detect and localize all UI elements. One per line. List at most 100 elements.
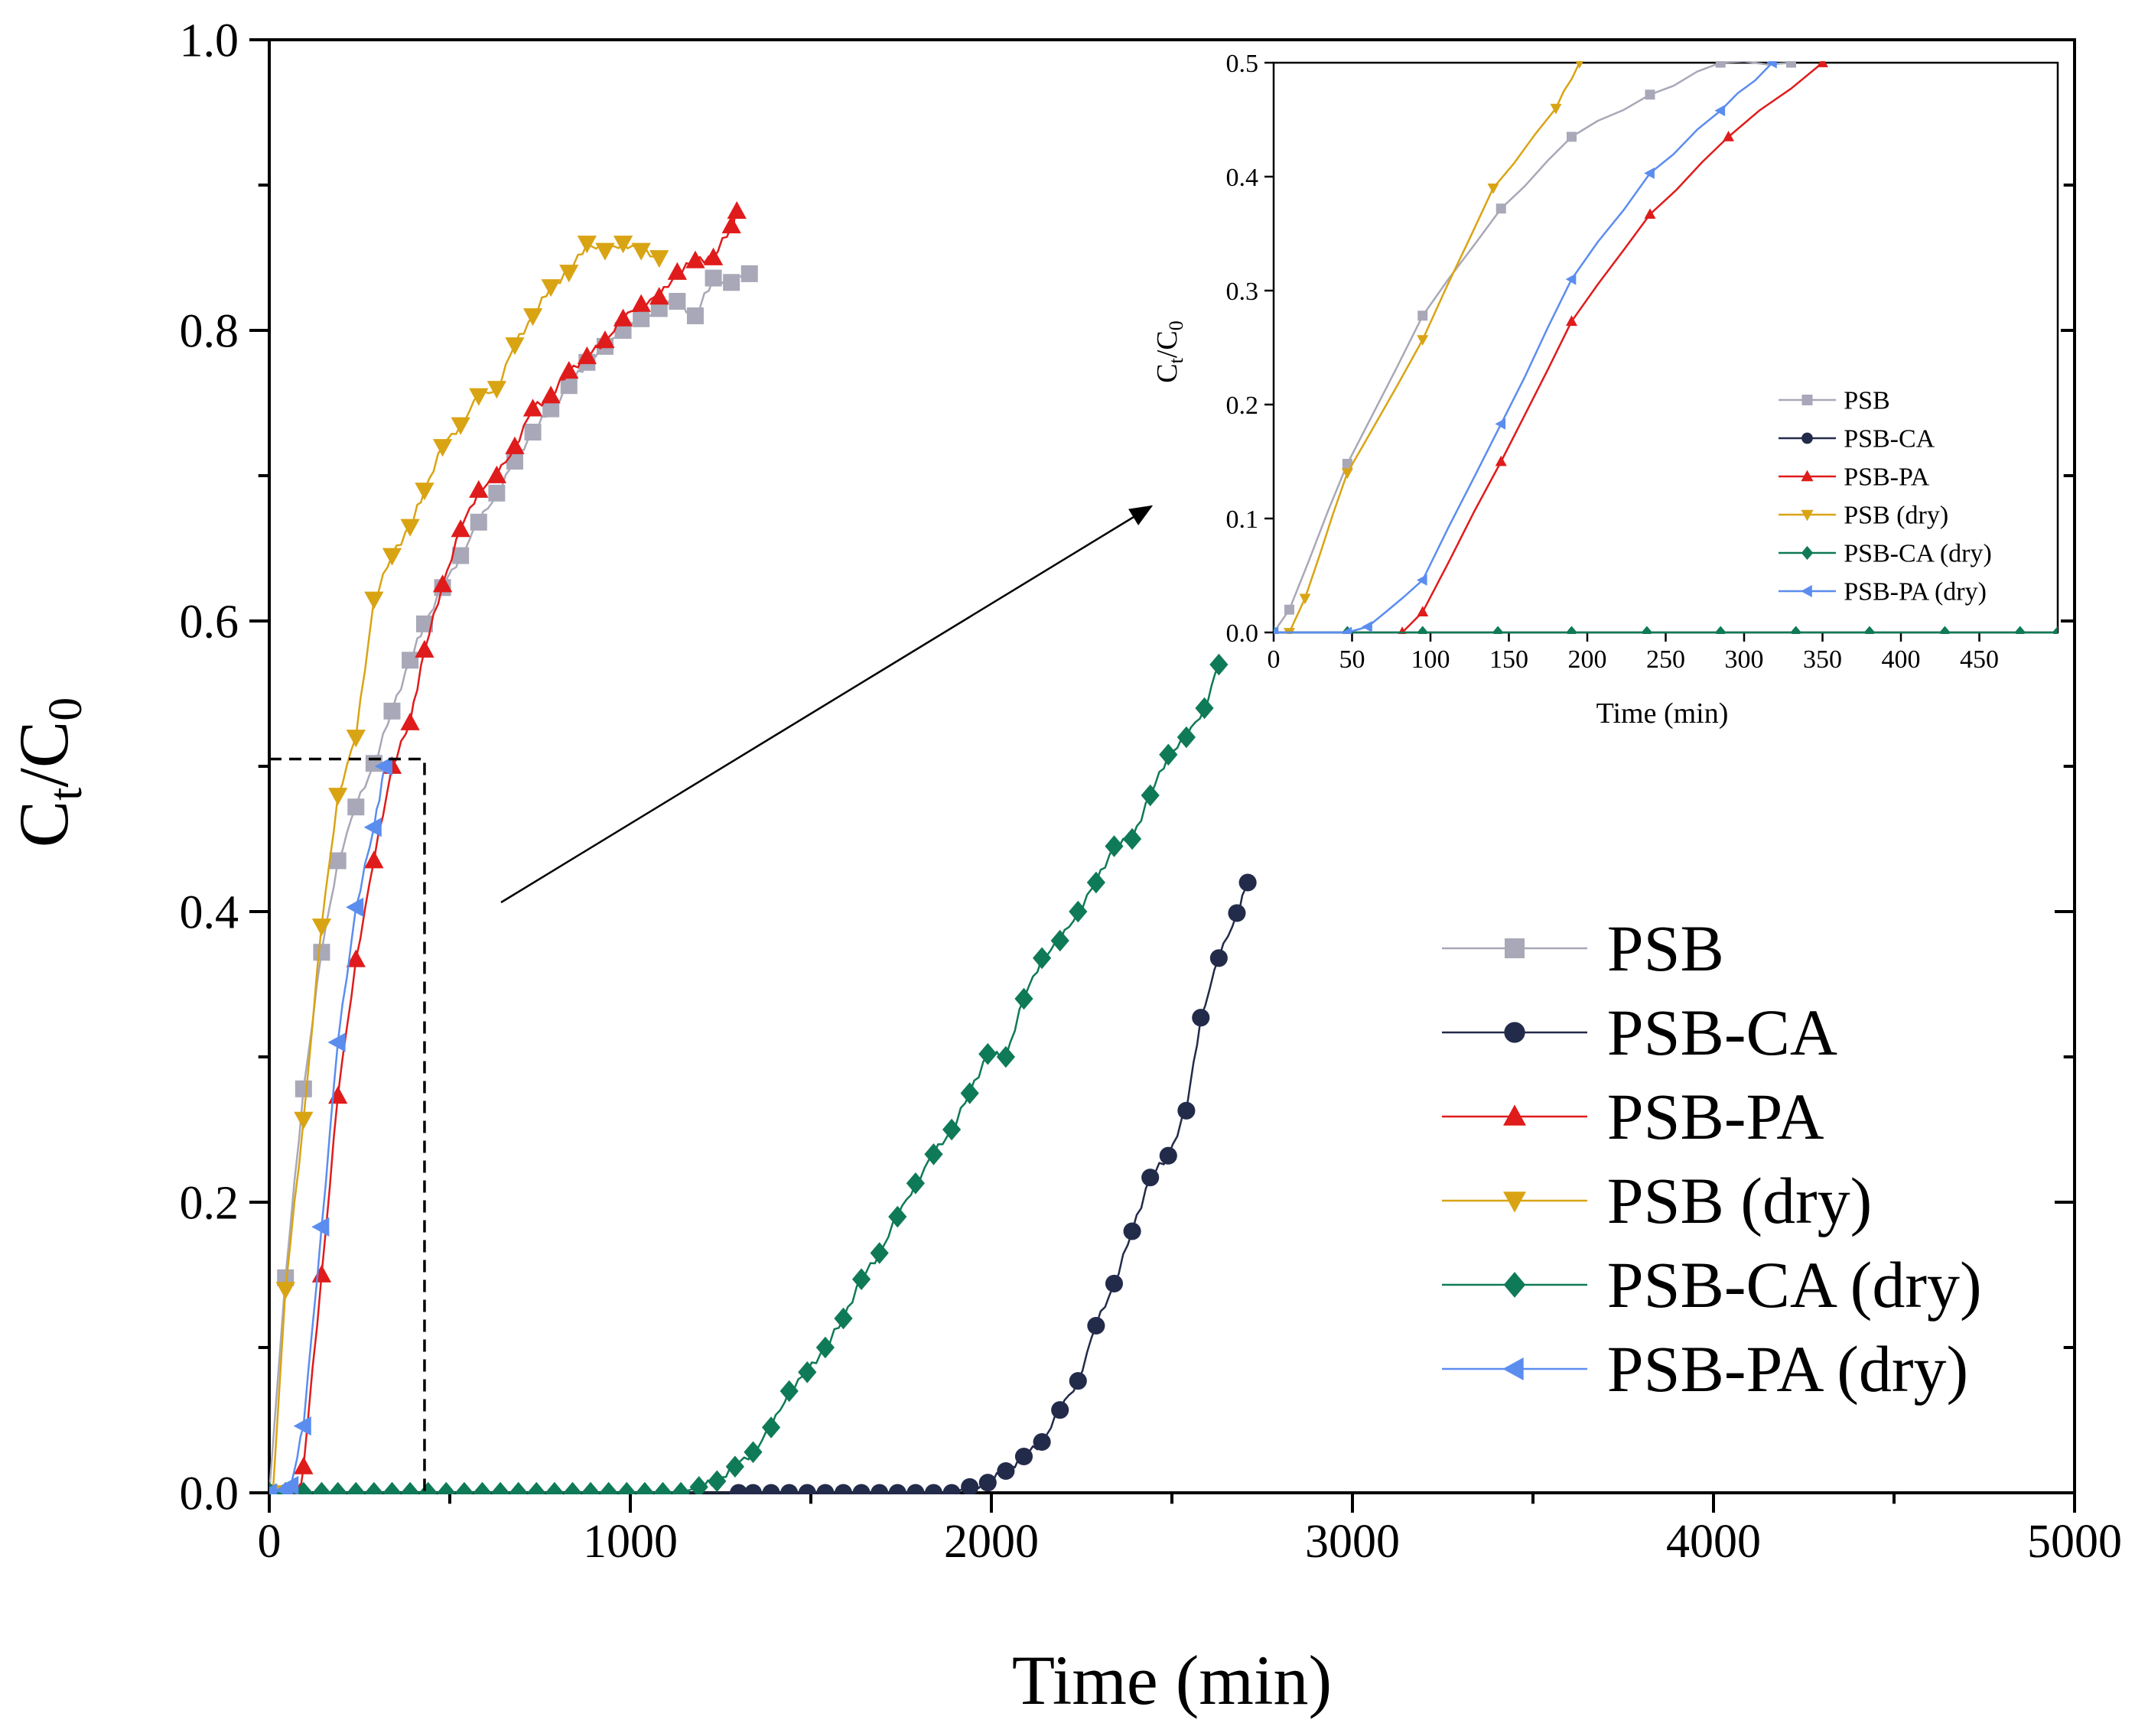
inset-chart: 0 50 100 150 200 250 300 350 400 450 0.0 0.1 0.2 0.3 0… (1226, 50, 2061, 674)
main-point-psb-pa (432, 574, 453, 593)
main-point-psb-dry (595, 242, 615, 261)
inset-point-psb-pa-dry (1766, 61, 1777, 69)
main-point-psb-ca-dry (942, 1118, 962, 1141)
main-line-psb-ca (269, 882, 1249, 1494)
main-point-psb (633, 310, 650, 327)
inset-ylabel-sub-0: 0 (1165, 320, 1187, 330)
main-point-psb-ca-dry (437, 1481, 456, 1494)
main-point-psb (295, 1080, 312, 1097)
main-point-psb-ca-dry (815, 1336, 835, 1359)
inset-legend-marker (1801, 509, 1814, 522)
inset-point-psb (1786, 61, 1796, 68)
main-point-psb-ca (1069, 1372, 1087, 1390)
main-point-psb-ca-dry (779, 1380, 799, 1403)
main-legend-marker (1505, 938, 1525, 958)
inset-point-psb-pa-dry (1362, 621, 1372, 633)
main-point-psb-pa (451, 519, 470, 538)
main-line-psb-ca-dry (269, 664, 1220, 1494)
inset-x-tick-label: 450 (1960, 645, 1999, 674)
inset-y-tick-label: 0.1 (1226, 506, 1259, 534)
main-point-psb (542, 400, 560, 418)
inset-x-tick-label: 300 (1725, 645, 1764, 674)
inset-y-tick-label: 0.2 (1226, 392, 1259, 420)
inset-point-psb-pa (1417, 606, 1429, 617)
main-point-psb-ca (871, 1484, 889, 1494)
main-point-psb-pa (311, 1264, 332, 1282)
main-point-psb-ca-dry (1141, 784, 1160, 807)
main-point-psb-ca (816, 1484, 835, 1494)
main-legend-label: PSB (1607, 912, 1724, 985)
main-point-psb-ca-dry (1086, 871, 1105, 894)
main-point-psb-pa (487, 465, 507, 483)
main-point-psb-ca-dry (599, 1481, 618, 1494)
main-point-psb-ca-dry (1159, 743, 1178, 766)
inset-point-psb-dry (1417, 335, 1429, 346)
main-point-psb-pa (346, 949, 366, 967)
main-point-psb-pa (415, 639, 434, 658)
main-legend: PSB PSB-CA PSB-PA PSB (dry) PSB-CA (dry) PSB-… (1442, 912, 1982, 1406)
main-point-psb-ca-dry (960, 1082, 979, 1104)
main-point-psb-ca-dry (653, 1481, 672, 1494)
inset-point-psb-dry (1299, 593, 1311, 605)
main-y-tick-label: 0.6 (180, 597, 239, 649)
main-y-tick-label: 0.2 (180, 1178, 239, 1230)
main-point-psb-pa (541, 385, 561, 404)
inset-x-axis-title: Time (min) (1596, 697, 1729, 730)
main-point-psb-pa (721, 216, 741, 234)
main-point-psb-ca-dry (708, 1470, 727, 1493)
main-point-psb-ca (780, 1484, 799, 1494)
inset-point-psb-dry (1341, 468, 1353, 480)
inset-legend-marker (1801, 395, 1813, 405)
inset-y-axis-title: Ct/C0 (1151, 320, 1187, 383)
inset-x-tick-label: 100 (1411, 645, 1450, 674)
inset-point-psb-ca-dry (1939, 626, 1951, 634)
zoom-arrow (500, 505, 1154, 904)
main-point-psb-ca-dry (527, 1481, 546, 1494)
main-legend-item-psb: PSB (1442, 912, 1724, 985)
main-point-psb-pa (559, 361, 579, 379)
main-point-psb-dry (487, 381, 507, 399)
main-ylabel-sub-t: t (40, 788, 92, 801)
main-point-psb-pa (469, 480, 489, 498)
main-point-psb-ca-dry (1195, 697, 1214, 720)
main-point-psb-ca (924, 1484, 943, 1494)
main-point-psb-dry (294, 1111, 314, 1130)
main-y-tick-label: 0.0 (180, 1468, 239, 1520)
main-point-psb-dry (382, 548, 402, 566)
inset-legend-label: PSB-CA (1844, 425, 1935, 454)
main-point-psb-ca-dry (888, 1205, 907, 1228)
inset-x-tick-label: 350 (1803, 645, 1842, 674)
main-point-psb-ca-dry (490, 1481, 510, 1494)
main-point-psb-ca-dry (870, 1242, 889, 1264)
main-point-psb-ca-dry (454, 1481, 474, 1494)
inset-ylabel-slash: /C (1151, 330, 1183, 358)
main-point-psb (488, 484, 506, 502)
main-point-psb-ca-dry (1014, 987, 1033, 1010)
main-point-psb (415, 615, 433, 632)
main-point-psb-pa-dry (374, 756, 392, 776)
main-point-psb-ca-dry (1105, 835, 1124, 857)
main-y-tick-label: 0.4 (180, 887, 239, 939)
main-legend-label: PSB-PA (dry) (1607, 1332, 1968, 1406)
main-line-psb-pa (298, 210, 737, 1494)
main-series-psb-pa (293, 201, 747, 1494)
main-point-psb-pa (400, 712, 420, 730)
main-point-psb-ca (744, 1484, 763, 1494)
inset-x-tick-label: 250 (1646, 645, 1685, 674)
inset-legend-marker (1801, 545, 1814, 561)
main-point-psb (524, 424, 542, 441)
main-point-psb (452, 547, 470, 564)
main-point-psb (740, 265, 758, 282)
main-y-axis-title: Ct/C0 (5, 697, 92, 848)
main-line-psb (269, 273, 750, 1494)
inset-legend-item-psb-ca: PSB-CA (1779, 425, 1935, 454)
main-point-psb-pa-dry (293, 1416, 311, 1436)
main-point-psb-ca-dry (545, 1481, 564, 1494)
main-point-psb-dry (559, 265, 579, 283)
main-point-psb-ca (1014, 1447, 1033, 1466)
inset-x-tick-label: 200 (1568, 645, 1607, 674)
main-point-psb (705, 269, 722, 287)
main-legend-item-psb-ca: PSB-CA (1442, 996, 1837, 1069)
main-ylabel-sub-0: 0 (40, 697, 92, 721)
inset-legend-label: PSB (1844, 387, 1890, 415)
